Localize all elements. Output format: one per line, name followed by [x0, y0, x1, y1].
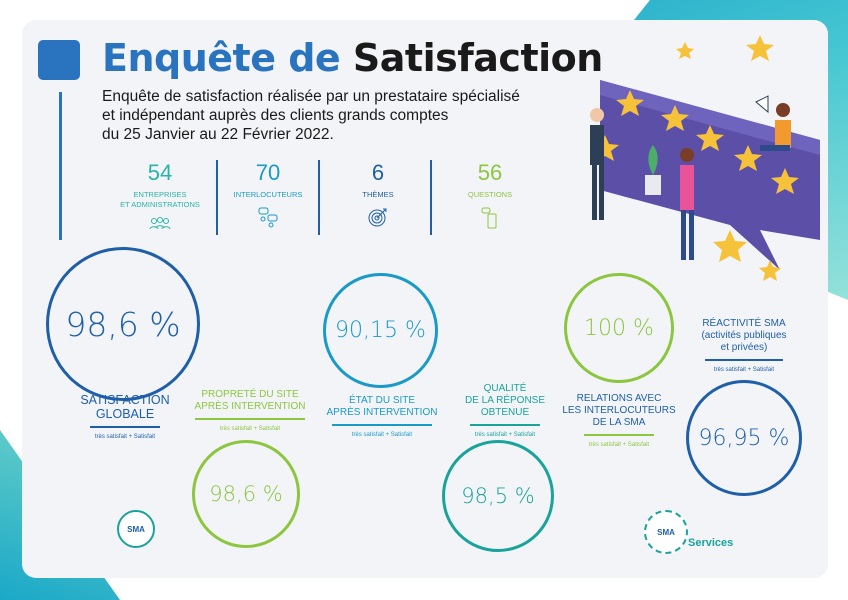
relations-circle: 100 %: [564, 273, 674, 383]
services-label: Services: [688, 537, 734, 549]
stat-separator: [216, 160, 218, 235]
stat-questions: 56 QUESTIONS: [450, 160, 530, 233]
satisfaction-illustration: [570, 30, 840, 290]
stat-label: QUESTIONS: [467, 190, 513, 199]
etat-label: ÉTAT DU SITE APRÈS INTERVENTION très sati…: [326, 395, 438, 438]
relations-label: RELATIONS AVEC LES INTERLOCUTEURS DE LA SM…: [562, 393, 676, 448]
sma-logo: SMA: [117, 510, 155, 548]
qualite-value: 98,5 %: [461, 484, 535, 508]
phone-chat-icon: [450, 206, 530, 233]
proprete-circle: 98,6 %: [192, 440, 300, 548]
stat-value: 56: [477, 160, 503, 185]
etat-circle: 90,15 %: [323, 273, 438, 388]
page-title: Enquête de Satisfaction: [102, 36, 603, 80]
stat-separator: [318, 160, 320, 235]
satisfaction-globale-circle: 98,6 %: [46, 247, 200, 401]
intro-line: et indépendant auprès des clients grands…: [102, 107, 449, 124]
stat-value: 6: [371, 160, 385, 185]
proprete-value: 98,6 %: [209, 482, 283, 506]
vertical-rule: [59, 92, 62, 240]
stat-separator: [430, 160, 432, 235]
qualite-label: QUALITÉ DE LA RÉPONSE OBTENUE très satisfa…: [464, 383, 546, 438]
stat-label: INTERLOCUTEURS: [233, 190, 303, 199]
intro-text: Enquête de satisfaction réalisée par un …: [102, 87, 572, 144]
title-part1: Enquête de: [102, 36, 341, 80]
stat-value: 70: [255, 160, 281, 185]
stat-value: 54: [147, 160, 173, 185]
sma-services-logo: SMA: [644, 510, 688, 554]
people-icon: [110, 216, 210, 233]
qualite-circle: 98,5 %: [442, 440, 554, 552]
stat-label: ENTREPRISES ET ADMINISTRATIONS: [120, 190, 200, 209]
intro-line: Enquête de satisfaction réalisée par un …: [102, 88, 520, 105]
satisfaction-globale-value: 98,6 %: [65, 304, 181, 344]
intro-line: du 25 Janvier au 22 Février 2022.: [102, 126, 334, 143]
stat-entreprises: 54 ENTREPRISES ET ADMINISTRATIONS: [110, 160, 210, 233]
stat-interlocuteurs: 70 INTERLOCUTEURS: [228, 160, 308, 231]
stat-label: THÈMES: [362, 190, 394, 199]
relations-value: 100 %: [584, 315, 654, 341]
reactivite-label: RÉACTIVITÉ SMA (activités publiques et pri…: [701, 318, 787, 373]
reactivite-value: 96,95 %: [698, 425, 790, 451]
target-icon: [338, 206, 418, 231]
reactivite-circle: 96,95 %: [686, 380, 802, 496]
etat-value: 90,15 %: [335, 318, 426, 343]
satisfaction-globale-label: SATISFACTION GLOBALE très satisfait + Sat…: [80, 393, 170, 440]
title-part2: Satisfaction: [352, 36, 603, 80]
chat-people-icon: [228, 206, 308, 231]
proprete-label: PROPRETÉ DU SITE APRÈS INTERVENTION très …: [194, 389, 306, 432]
stat-themes: 6 THÈMES: [338, 160, 418, 231]
blue-square-decoration: [38, 40, 80, 80]
